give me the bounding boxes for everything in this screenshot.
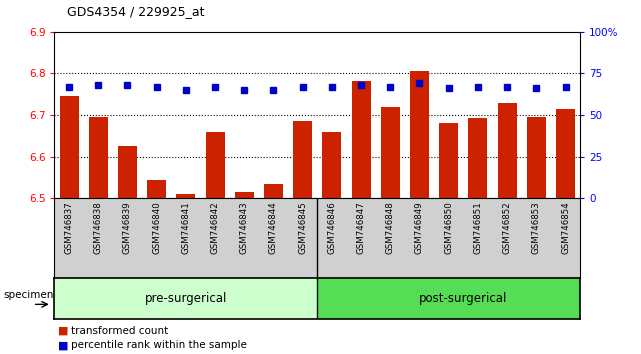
Text: GDS4354 / 229925_at: GDS4354 / 229925_at — [67, 5, 205, 18]
Text: GSM746841: GSM746841 — [181, 201, 190, 254]
Bar — [556, 109, 575, 198]
Bar — [439, 123, 458, 198]
Bar — [352, 81, 370, 198]
Text: GSM746854: GSM746854 — [561, 201, 570, 254]
Text: ■: ■ — [58, 340, 68, 350]
Text: post-surgerical: post-surgerical — [419, 292, 508, 305]
Text: ■: ■ — [58, 326, 68, 336]
Text: GSM746845: GSM746845 — [298, 201, 307, 254]
Bar — [497, 103, 517, 198]
Text: GSM746843: GSM746843 — [240, 201, 249, 254]
Text: GSM746844: GSM746844 — [269, 201, 278, 254]
Text: GSM746853: GSM746853 — [532, 201, 541, 254]
Text: GSM746849: GSM746849 — [415, 201, 424, 254]
Text: GSM746839: GSM746839 — [123, 201, 132, 254]
Bar — [176, 194, 196, 198]
Text: transformed count: transformed count — [71, 326, 168, 336]
Bar — [60, 96, 79, 198]
Text: percentile rank within the sample: percentile rank within the sample — [71, 340, 246, 350]
Text: GSM746852: GSM746852 — [503, 201, 512, 254]
Text: pre-surgerical: pre-surgerical — [145, 292, 227, 305]
Bar — [54, 278, 317, 319]
Text: GSM746838: GSM746838 — [94, 201, 103, 254]
Bar — [89, 117, 108, 198]
Text: GSM746848: GSM746848 — [386, 201, 395, 254]
Bar — [527, 117, 545, 198]
Text: GSM746846: GSM746846 — [328, 201, 337, 254]
Text: GSM746850: GSM746850 — [444, 201, 453, 254]
Text: GSM746837: GSM746837 — [65, 201, 74, 254]
Bar — [118, 146, 137, 198]
Bar — [147, 179, 166, 198]
Text: specimen: specimen — [3, 290, 54, 300]
Text: GSM746842: GSM746842 — [211, 201, 220, 254]
Bar — [293, 121, 312, 198]
Text: GSM746847: GSM746847 — [356, 201, 365, 254]
Bar — [469, 118, 487, 198]
Bar — [317, 278, 610, 319]
Bar — [410, 72, 429, 198]
Text: GSM746840: GSM746840 — [152, 201, 161, 254]
Text: GSM746851: GSM746851 — [474, 201, 483, 254]
Bar — [206, 132, 224, 198]
Bar — [322, 132, 342, 198]
Bar — [381, 107, 400, 198]
Bar — [264, 184, 283, 198]
Bar — [235, 192, 254, 198]
